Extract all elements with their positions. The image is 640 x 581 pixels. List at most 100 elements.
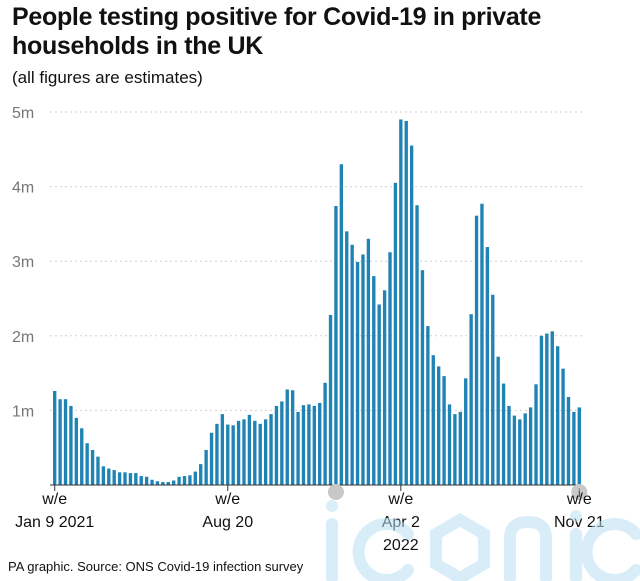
bar bbox=[555, 346, 560, 485]
bar bbox=[296, 411, 300, 485]
chart-subtitle: (all figures are estimates) bbox=[12, 68, 203, 87]
bar bbox=[409, 145, 414, 485]
bar-marker-label: i bbox=[578, 486, 581, 500]
bar bbox=[280, 401, 284, 485]
bar bbox=[242, 419, 246, 485]
x-axis-ticks bbox=[54, 485, 580, 491]
bar bbox=[307, 404, 311, 485]
y-tick-label: 5m bbox=[12, 105, 34, 122]
y-tick-label: 4m bbox=[12, 180, 34, 197]
chart-title: People testing positive for Covid-19 in … bbox=[12, 3, 542, 60]
bar bbox=[366, 238, 371, 485]
bar bbox=[150, 479, 154, 485]
x-axis-label: w/e bbox=[566, 491, 592, 508]
x-axis-label: Aug 20 bbox=[202, 514, 253, 531]
bar-markers: i bbox=[327, 484, 588, 500]
bar bbox=[85, 443, 89, 485]
bar bbox=[512, 415, 517, 485]
bar bbox=[496, 356, 500, 485]
bar bbox=[253, 420, 257, 485]
bar bbox=[334, 205, 338, 485]
bar bbox=[112, 470, 116, 485]
bar bbox=[199, 464, 203, 485]
x-axis-label: Nov 21 bbox=[554, 514, 605, 531]
bar bbox=[345, 231, 349, 485]
bar bbox=[204, 449, 208, 485]
bar bbox=[404, 120, 408, 486]
bar bbox=[188, 475, 192, 485]
bar bbox=[437, 366, 441, 485]
x-axis-labels: w/e Jan 9 2021 w/e Aug 20 w/e Apr 2 2022 w/e Nov… bbox=[15, 491, 605, 554]
bar bbox=[458, 411, 462, 485]
bar bbox=[388, 252, 392, 485]
bar bbox=[155, 481, 160, 485]
bar bbox=[415, 205, 419, 485]
bar bbox=[161, 482, 165, 485]
bar bbox=[301, 405, 306, 485]
bar bbox=[166, 482, 170, 485]
bar bbox=[442, 376, 446, 485]
bar bbox=[507, 405, 511, 485]
bar bbox=[74, 417, 79, 485]
bar bbox=[269, 414, 273, 485]
bar bbox=[528, 407, 533, 485]
bar bbox=[485, 247, 490, 485]
bar bbox=[139, 476, 143, 485]
x-axis-label: Jan 9 2021 bbox=[15, 514, 94, 531]
bar bbox=[566, 396, 571, 485]
bar bbox=[209, 432, 214, 485]
bar bbox=[545, 333, 549, 485]
bar bbox=[285, 389, 289, 485]
bar bbox=[561, 368, 565, 485]
bar bbox=[220, 414, 225, 485]
bar bbox=[263, 419, 268, 485]
bar bbox=[290, 390, 295, 485]
bar bbox=[420, 270, 425, 485]
bar bbox=[63, 399, 68, 485]
bar bbox=[501, 383, 506, 485]
bar-chart: 1m 2m 3m 4m 5m i w/e Jan 9 2021 w/e Aug 20 w/e Ap… bbox=[12, 105, 605, 554]
bar bbox=[96, 456, 100, 485]
bar-marker bbox=[571, 484, 588, 500]
bar bbox=[393, 182, 398, 485]
bar bbox=[464, 378, 468, 485]
bar bbox=[177, 476, 181, 485]
x-axis-label: w/e bbox=[387, 491, 413, 508]
bar bbox=[172, 480, 176, 485]
x-axis-label: 2022 bbox=[383, 537, 419, 554]
bar bbox=[534, 384, 538, 485]
bar bbox=[577, 407, 581, 485]
y-tick-label: 3m bbox=[12, 254, 34, 271]
bar bbox=[128, 473, 133, 485]
bar bbox=[80, 428, 84, 485]
bar bbox=[550, 331, 554, 485]
bar bbox=[539, 335, 544, 485]
bar bbox=[215, 423, 219, 485]
bar bbox=[101, 466, 106, 485]
bar bbox=[372, 276, 376, 485]
bar bbox=[231, 425, 235, 485]
bar bbox=[339, 164, 344, 485]
bar bbox=[377, 304, 381, 485]
bar bbox=[572, 411, 576, 485]
bar bbox=[447, 404, 452, 485]
bar bbox=[236, 420, 241, 485]
bar bbox=[182, 476, 187, 485]
bar bbox=[382, 290, 387, 485]
bar bbox=[361, 254, 365, 485]
bar bbox=[226, 424, 230, 485]
x-axis-label: w/e bbox=[214, 491, 240, 508]
bar bbox=[53, 391, 57, 485]
bar bbox=[518, 419, 522, 485]
bar bbox=[312, 405, 316, 485]
y-tick-label: 2m bbox=[12, 329, 34, 346]
bar bbox=[474, 215, 479, 485]
bar bbox=[144, 476, 149, 485]
bar bbox=[107, 468, 111, 485]
bar bbox=[328, 314, 333, 485]
bar bbox=[90, 449, 95, 485]
gridlines bbox=[50, 111, 582, 411]
y-tick-label: 1m bbox=[12, 403, 34, 420]
bar bbox=[355, 261, 360, 485]
bar bbox=[258, 423, 262, 485]
